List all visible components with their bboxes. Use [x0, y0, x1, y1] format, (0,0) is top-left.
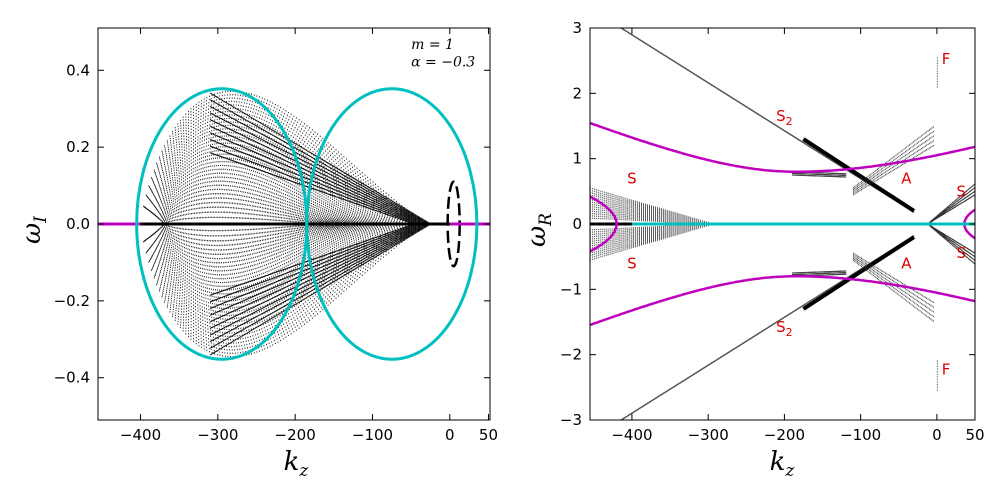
- region-label: A: [901, 169, 912, 187]
- left-y-axis-label: ωI: [17, 216, 51, 244]
- region-label-text: S: [957, 244, 967, 262]
- region-label: S: [957, 183, 967, 201]
- region-label-text: F: [942, 50, 951, 68]
- region-label: F: [942, 360, 951, 378]
- right-y-axis-label: ωR: [522, 213, 556, 247]
- right-y-tick-label: 1: [572, 150, 582, 168]
- diagonal-branch-upper: [619, 28, 915, 213]
- left-y-tick-label: −0.2: [54, 292, 90, 310]
- region-label-text: S: [627, 169, 637, 187]
- right-ticks: −400 −300 −200 −100 0 50 −3 −2 −1 0 1 2 3: [560, 19, 985, 444]
- right-x-tick-label: 50: [965, 426, 984, 444]
- magenta-arc-left: [590, 195, 618, 253]
- annotation-m: m = 1: [411, 37, 454, 53]
- left-x-tick-label: −400: [120, 426, 161, 444]
- region-label: S2: [776, 107, 793, 128]
- magenta-curve-upper: [590, 121, 975, 173]
- right-y-tick-label: −3: [560, 411, 582, 429]
- left-y-tick-label: 0.4: [66, 61, 90, 79]
- right-x-tick-label: −100: [840, 426, 881, 444]
- right-x-axis-label: kz: [770, 447, 796, 481]
- region-label-text: S: [776, 107, 786, 125]
- left-x-tick-label: 0: [445, 426, 455, 444]
- region-label-text: S: [627, 254, 637, 272]
- region-label-text: F: [942, 360, 951, 378]
- left-x-axis-label: kz: [284, 447, 310, 481]
- right-y-tick-label: −1: [560, 280, 582, 298]
- cyan-ellipse-right: [305, 87, 479, 361]
- right-y-tick-label: 0: [572, 215, 582, 233]
- right-y-tick-label: −2: [560, 346, 582, 364]
- magenta-curve-lower: [590, 275, 975, 327]
- right-x-tick-label: 0: [932, 426, 942, 444]
- right-x-tick-label: −300: [688, 426, 729, 444]
- region-label: S: [627, 254, 637, 272]
- left-y-tick-label: −0.4: [54, 369, 90, 387]
- right-y-tick-label: 3: [572, 19, 582, 37]
- region-label: S2: [776, 318, 793, 339]
- region-label-sub: 2: [786, 115, 793, 128]
- left-y-tick-label: 0.2: [66, 138, 90, 156]
- region-label-text: S: [776, 318, 786, 336]
- left-x-tick-label: −300: [197, 426, 238, 444]
- left-ticks: −400 −300 −200 −100 0 50 −0.4 −0.2 0.0 0.2 0.4: [54, 28, 498, 444]
- left-x-tick-label: −100: [352, 426, 393, 444]
- diagonal-branch-lower-thick: [802, 235, 916, 311]
- region-label-text: A: [901, 169, 912, 187]
- region-label-text: A: [901, 254, 912, 272]
- left-x-tick-label: 50: [479, 426, 498, 444]
- left-panel: −400 −300 −200 −100 0 50 −0.4 −0.2 0.0 0.2 0.4 m =…: [17, 27, 498, 481]
- right-plot-area: [590, 28, 975, 420]
- region-label-text: S: [957, 183, 967, 201]
- region-label: A: [901, 254, 912, 272]
- left-y-tick-label: 0.0: [66, 215, 90, 233]
- left-plot-area: [98, 87, 490, 361]
- region-label: S: [627, 169, 637, 187]
- left-x-tick-label: −200: [275, 426, 316, 444]
- annotation-alpha: α = −0.3: [411, 54, 475, 70]
- region-label: S: [957, 244, 967, 262]
- right-y-tick-label: 2: [572, 84, 582, 102]
- diagonal-branch-lower: [619, 235, 915, 420]
- right-x-tick-label: −200: [764, 426, 805, 444]
- diagonal-branch-upper-thick: [802, 137, 916, 213]
- right-x-tick-label: −400: [611, 426, 652, 444]
- region-label-sub: 2: [786, 326, 793, 339]
- region-label: F: [942, 50, 951, 68]
